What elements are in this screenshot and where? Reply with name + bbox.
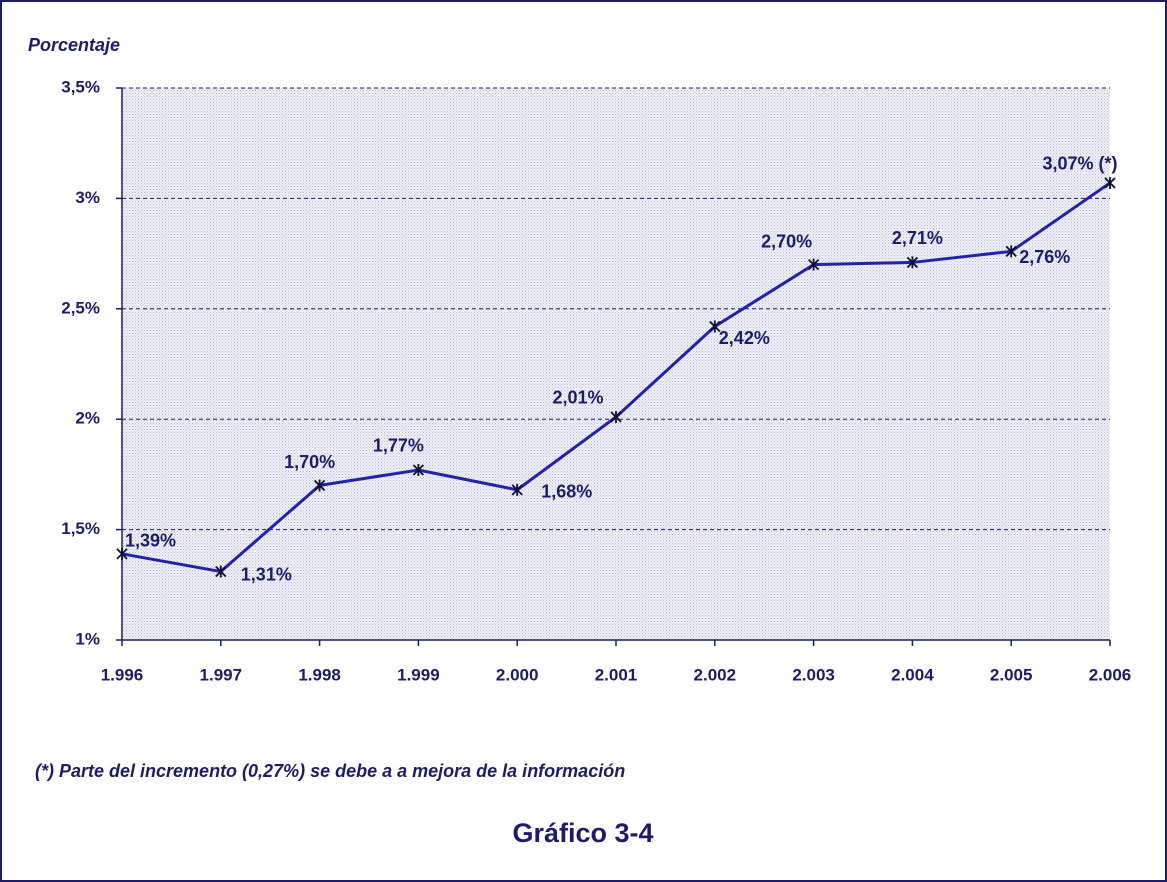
x-tick-label: 1.996 — [101, 665, 144, 684]
y-tick-label: 2,5% — [61, 298, 100, 317]
plot-area — [122, 88, 1110, 640]
marker — [807, 258, 820, 271]
x-tick-label: 1.999 — [397, 665, 440, 684]
marker — [610, 410, 622, 423]
data-label: 2,76% — [1019, 247, 1070, 267]
marker — [215, 565, 227, 578]
marker — [906, 256, 919, 269]
marker — [412, 463, 425, 476]
x-tick-label: 2.001 — [595, 665, 638, 684]
x-tick-label: 2.003 — [792, 665, 835, 684]
data-label: 2,71% — [892, 228, 943, 248]
data-label: 2,01% — [552, 388, 603, 408]
marker — [1104, 176, 1116, 189]
y-tick-label: 1% — [75, 629, 100, 648]
data-label: 1,70% — [284, 452, 335, 472]
x-tick-label: 1.997 — [200, 665, 243, 684]
marker — [709, 320, 721, 333]
data-label: 1,39% — [125, 531, 176, 551]
x-tick-label: 2.006 — [1089, 665, 1132, 684]
x-tick-label: 1.998 — [298, 665, 341, 684]
x-tick-label: 2.002 — [694, 665, 737, 684]
y-tick-label: 3,5% — [61, 77, 100, 96]
data-label: 3,07% (*) — [1042, 154, 1117, 174]
x-tick-label: 2.000 — [496, 665, 539, 684]
x-tick-label: 2.004 — [891, 665, 934, 684]
data-label: 1,68% — [541, 482, 592, 502]
data-label: 1,77% — [373, 436, 424, 456]
data-label: 2,42% — [719, 328, 770, 348]
footnote: (*) Parte del incremento (0,27%) se debe… — [35, 761, 625, 781]
y-axis-title: Porcentaje — [28, 35, 120, 55]
x-tick-label: 2.005 — [990, 665, 1033, 684]
data-label: 2,70% — [761, 231, 812, 251]
y-tick-label: 3% — [75, 188, 100, 207]
y-tick-label: 2% — [75, 409, 100, 428]
marker — [1005, 245, 1017, 258]
caption: Gráfico 3-4 — [512, 818, 653, 848]
y-tick-label: 1,5% — [61, 519, 100, 538]
data-label: 1,31% — [241, 564, 292, 584]
marker — [511, 483, 523, 496]
marker — [313, 479, 326, 492]
marker — [116, 547, 128, 560]
